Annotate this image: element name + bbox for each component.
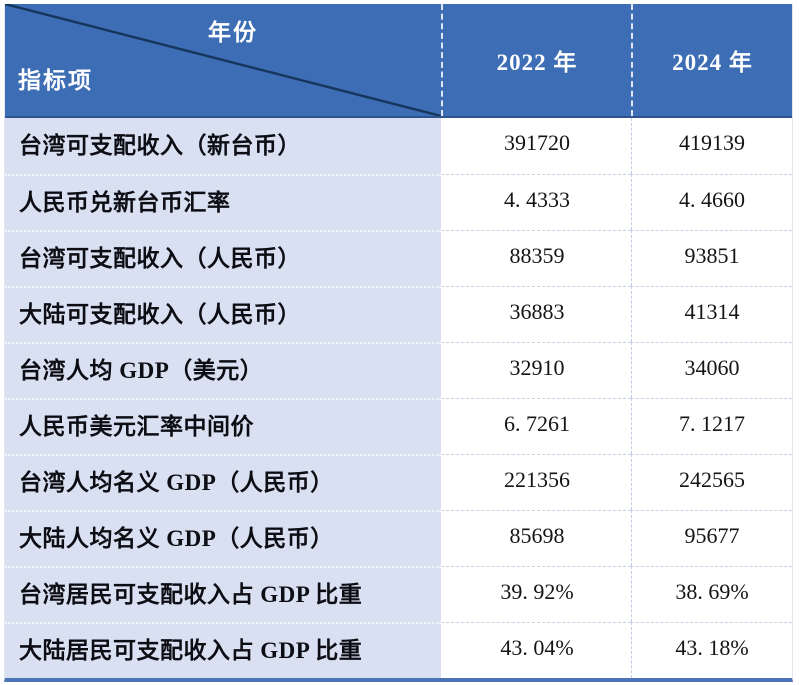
header-column-2022: 2022 年 bbox=[441, 4, 631, 116]
row-value-2022: 6. 7261 bbox=[441, 398, 631, 454]
row-value-2022: 39. 92% bbox=[441, 566, 631, 622]
row-value-2024: 93851 bbox=[631, 230, 792, 286]
row-value-2022: 85698 bbox=[441, 510, 631, 566]
table-row: 台湾可支配收入（新台币） 391720 419139 bbox=[5, 118, 792, 174]
row-label: 大陆人均名义 GDP（人民币） bbox=[5, 510, 441, 566]
table-row: 台湾人均名义 GDP（人民币） 221356 242565 bbox=[5, 454, 792, 510]
table-row: 大陆可支配收入（人民币） 36883 41314 bbox=[5, 286, 792, 342]
table-body: 台湾可支配收入（新台币） 391720 419139 人民币兑新台币汇率 4. … bbox=[5, 118, 792, 678]
row-value-2024: 4. 4660 bbox=[631, 174, 792, 230]
row-value-2022: 221356 bbox=[441, 454, 631, 510]
row-label: 人民币兑新台币汇率 bbox=[5, 174, 441, 230]
row-label: 台湾人均 GDP（美元） bbox=[5, 342, 441, 398]
table-row: 大陆人均名义 GDP（人民币） 85698 95677 bbox=[5, 510, 792, 566]
table-row: 人民币兑新台币汇率 4. 4333 4. 4660 bbox=[5, 174, 792, 230]
header-corner-cell: 年份 指标项 bbox=[5, 4, 441, 116]
row-label: 台湾人均名义 GDP（人民币） bbox=[5, 454, 441, 510]
table-row: 大陆居民可支配收入占 GDP 比重 43. 04% 43. 18% bbox=[5, 622, 792, 678]
row-value-2022: 4. 4333 bbox=[441, 174, 631, 230]
table-row: 台湾可支配收入（人民币） 88359 93851 bbox=[5, 230, 792, 286]
diagonal-divider-line bbox=[5, 4, 441, 116]
row-value-2024: 43. 18% bbox=[631, 622, 792, 678]
row-value-2022: 32910 bbox=[441, 342, 631, 398]
row-value-2024: 95677 bbox=[631, 510, 792, 566]
table-header-row: 年份 指标项 2022 年 2024 年 bbox=[5, 4, 792, 118]
header-column-2024: 2024 年 bbox=[631, 4, 792, 116]
row-value-2024: 242565 bbox=[631, 454, 792, 510]
row-label: 台湾可支配收入（人民币） bbox=[5, 230, 441, 286]
row-value-2022: 43. 04% bbox=[441, 622, 631, 678]
row-value-2024: 34060 bbox=[631, 342, 792, 398]
table-row: 台湾居民可支配收入占 GDP 比重 39. 92% 38. 69% bbox=[5, 566, 792, 622]
row-value-2024: 7. 1217 bbox=[631, 398, 792, 454]
row-label: 台湾居民可支配收入占 GDP 比重 bbox=[5, 566, 441, 622]
row-label: 台湾可支配收入（新台币） bbox=[5, 118, 441, 174]
row-label: 大陆可支配收入（人民币） bbox=[5, 286, 441, 342]
corner-indicator-label: 指标项 bbox=[18, 68, 93, 93]
row-value-2022: 36883 bbox=[441, 286, 631, 342]
row-value-2022: 88359 bbox=[441, 230, 631, 286]
comparison-table: 年份 指标项 2022 年 2024 年 台湾可支配收入（新台币） 391720… bbox=[4, 4, 793, 682]
table-row: 人民币美元汇率中间价 6. 7261 7. 1217 bbox=[5, 398, 792, 454]
row-value-2024: 38. 69% bbox=[631, 566, 792, 622]
row-value-2024: 419139 bbox=[631, 118, 792, 174]
table-row: 台湾人均 GDP（美元） 32910 34060 bbox=[5, 342, 792, 398]
row-value-2022: 391720 bbox=[441, 118, 631, 174]
corner-year-label: 年份 bbox=[208, 20, 258, 45]
row-value-2024: 41314 bbox=[631, 286, 792, 342]
row-label: 人民币美元汇率中间价 bbox=[5, 398, 441, 454]
row-label: 大陆居民可支配收入占 GDP 比重 bbox=[5, 622, 441, 678]
